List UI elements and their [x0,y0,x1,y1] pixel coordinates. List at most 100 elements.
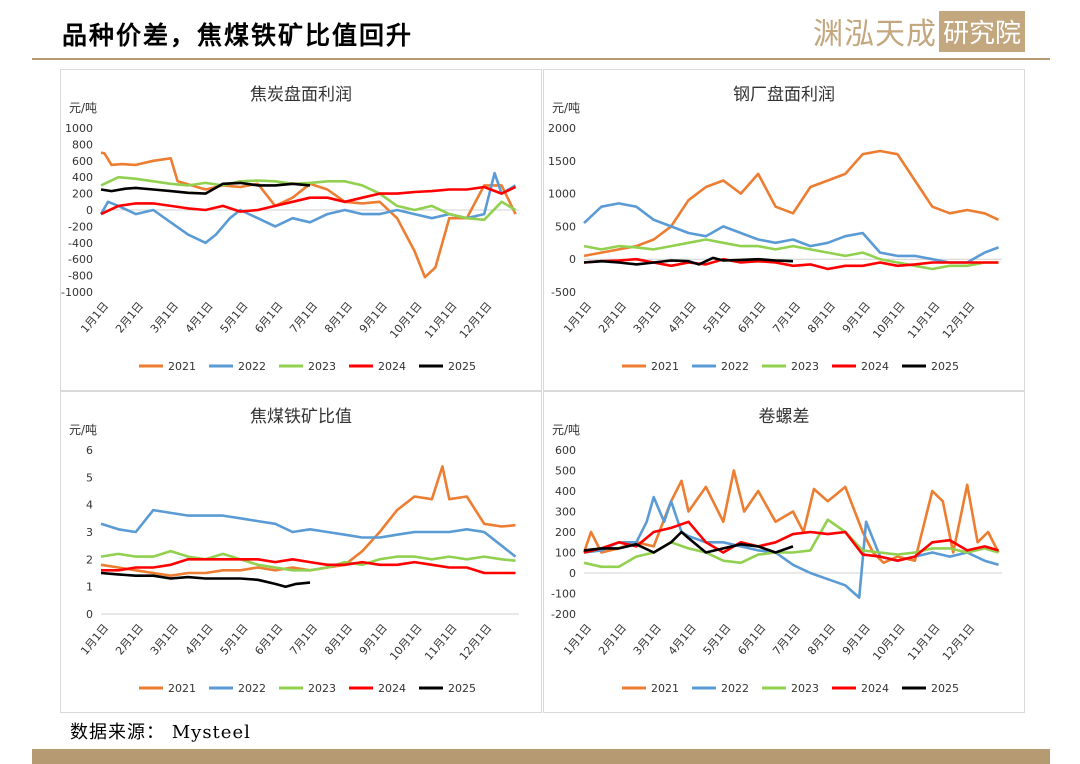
y-tick-label: -1000 [61,286,93,299]
x-tick-label: 4月1日 [183,622,216,658]
legend-label-2023: 2023 [791,682,819,695]
header-rule [32,58,1050,60]
y-tick-label: -500 [551,286,576,299]
y-tick-label: -400 [68,237,93,250]
x-tick-label: 7月1日 [770,622,803,658]
y-tick-label: 200 [555,526,576,539]
unit-label: 元/吨 [552,101,580,115]
series-line-2025 [100,181,311,195]
x-tick-label: 6月1日 [252,622,285,658]
unit-label: 元/吨 [69,423,97,437]
y-tick-label: 800 [72,138,93,151]
legend-label-2021: 2021 [168,360,196,373]
chart-title: 焦煤铁矿比值 [250,407,352,427]
chart-panel-coke-profit: 焦炭盘面利润 元/吨 1000 800 600 400 200 0 -200 -400 -600 -8… [60,69,542,391]
legend-label-2022: 2022 [721,360,749,373]
y-tick-label: 1000 [65,122,93,135]
series-line-2021 [100,465,516,577]
y-tick-label: -200 [68,220,93,233]
series-line-2023 [100,549,516,572]
legend-label-2023: 2023 [308,360,336,373]
series-line-2023 [583,238,999,271]
y-tick-label: -100 [551,588,576,601]
legend-label-2022: 2022 [721,682,749,695]
x-tick-label: 4月1日 [666,622,699,658]
legend-label-2024: 2024 [378,682,406,695]
x-tick-label: 4月1日 [666,300,699,336]
y-tick-label: 0 [569,567,576,580]
y-tick-label: -200 [551,608,576,621]
legend-label-2024: 2024 [861,682,889,695]
logo-text: 渊泓天成 [812,17,937,52]
x-tick-label: 5月1日 [701,300,734,336]
y-tick-label: 1 [86,581,93,594]
chart-panel-coil-rebar-spread: 卷螺差 元/吨 600 500 400 300 200 100 0 -100 -200 1月1日 2月1… [543,391,1025,713]
x-tick-label: 7月1日 [287,622,320,658]
x-tick-label: 11月1日 [422,622,460,663]
y-tick-label: 400 [555,485,576,498]
y-tick-label: 1500 [548,155,576,168]
chart-panel-steel-profit: 钢厂盘面利润 元/吨 2000 1500 1000 500 0 -500 1月1日 2月1日 3月1… [543,69,1025,391]
y-tick-label: 0 [86,608,93,621]
unit-label: 元/吨 [69,101,97,115]
series-line-2022 [100,508,517,558]
x-tick-label: 3月1日 [148,622,181,658]
x-tick-label: 11月1日 [905,622,943,663]
series-line-2024 [101,558,516,575]
footer-bar [32,749,1050,764]
series-line-2021 [583,149,1000,258]
x-tick-label: 2月1日 [113,622,146,658]
x-tick-label: 2月1日 [596,622,629,658]
x-tick-label: 12月1日 [457,622,495,663]
legend-label-2021: 2021 [651,682,679,695]
y-tick-label: 2000 [548,122,576,135]
y-tick-label: -600 [68,253,93,266]
x-tick-label: 6月1日 [252,300,285,336]
page-title: 品种价差，焦煤铁矿比值回升 [62,21,414,50]
y-tick-label: 3 [86,526,93,539]
x-tick-label: 8月1日 [322,300,355,336]
y-tick-label: 0 [569,253,576,266]
y-tick-label: -800 [68,270,93,283]
chart-title: 卷螺差 [759,407,810,427]
y-tick-label: 2 [86,553,93,566]
x-tick-label: 8月1日 [322,622,355,658]
x-tick-label: 10月1日 [387,622,425,663]
legend-label-2022: 2022 [238,360,266,373]
x-tick-label: 9月1日 [840,300,873,336]
series-line-2023 [100,175,517,222]
x-tick-label: 9月1日 [357,300,390,336]
legend-label-2025: 2025 [448,682,476,695]
x-tick-label: 1月1日 [561,300,594,336]
y-tick-label: 500 [555,465,576,478]
y-tick-label: 300 [555,506,576,519]
y-tick-label: 4 [86,499,93,512]
x-tick-label: 5月1日 [218,300,251,336]
y-tick-label: 400 [72,171,93,184]
x-tick-label: 3月1日 [631,300,664,336]
x-tick-label: 2月1日 [596,300,629,336]
x-tick-label: 12月1日 [940,622,978,663]
legend-label-2022: 2022 [238,682,266,695]
x-tick-label: 11月1日 [422,300,460,341]
x-tick-label: 11月1日 [905,300,943,341]
y-tick-label: 1000 [548,188,576,201]
x-tick-label: 3月1日 [148,300,181,336]
data-source: 数据来源： Mysteel [70,722,251,743]
series-line-2025 [100,571,311,588]
y-tick-label: 100 [555,547,576,560]
series-line-2025 [583,530,794,554]
x-tick-label: 10月1日 [870,622,908,663]
series-line-2024 [583,520,999,562]
x-tick-label: 12月1日 [457,300,495,341]
x-tick-label: 9月1日 [357,622,390,658]
company-logo: 渊泓天成 研究院 [813,10,1025,52]
unit-label: 元/吨 [552,423,580,437]
legend-label-2025: 2025 [931,682,959,695]
chart-title: 钢厂盘面利润 [733,85,835,105]
x-tick-label: 5月1日 [701,622,734,658]
x-tick-label: 6月1日 [735,300,768,336]
